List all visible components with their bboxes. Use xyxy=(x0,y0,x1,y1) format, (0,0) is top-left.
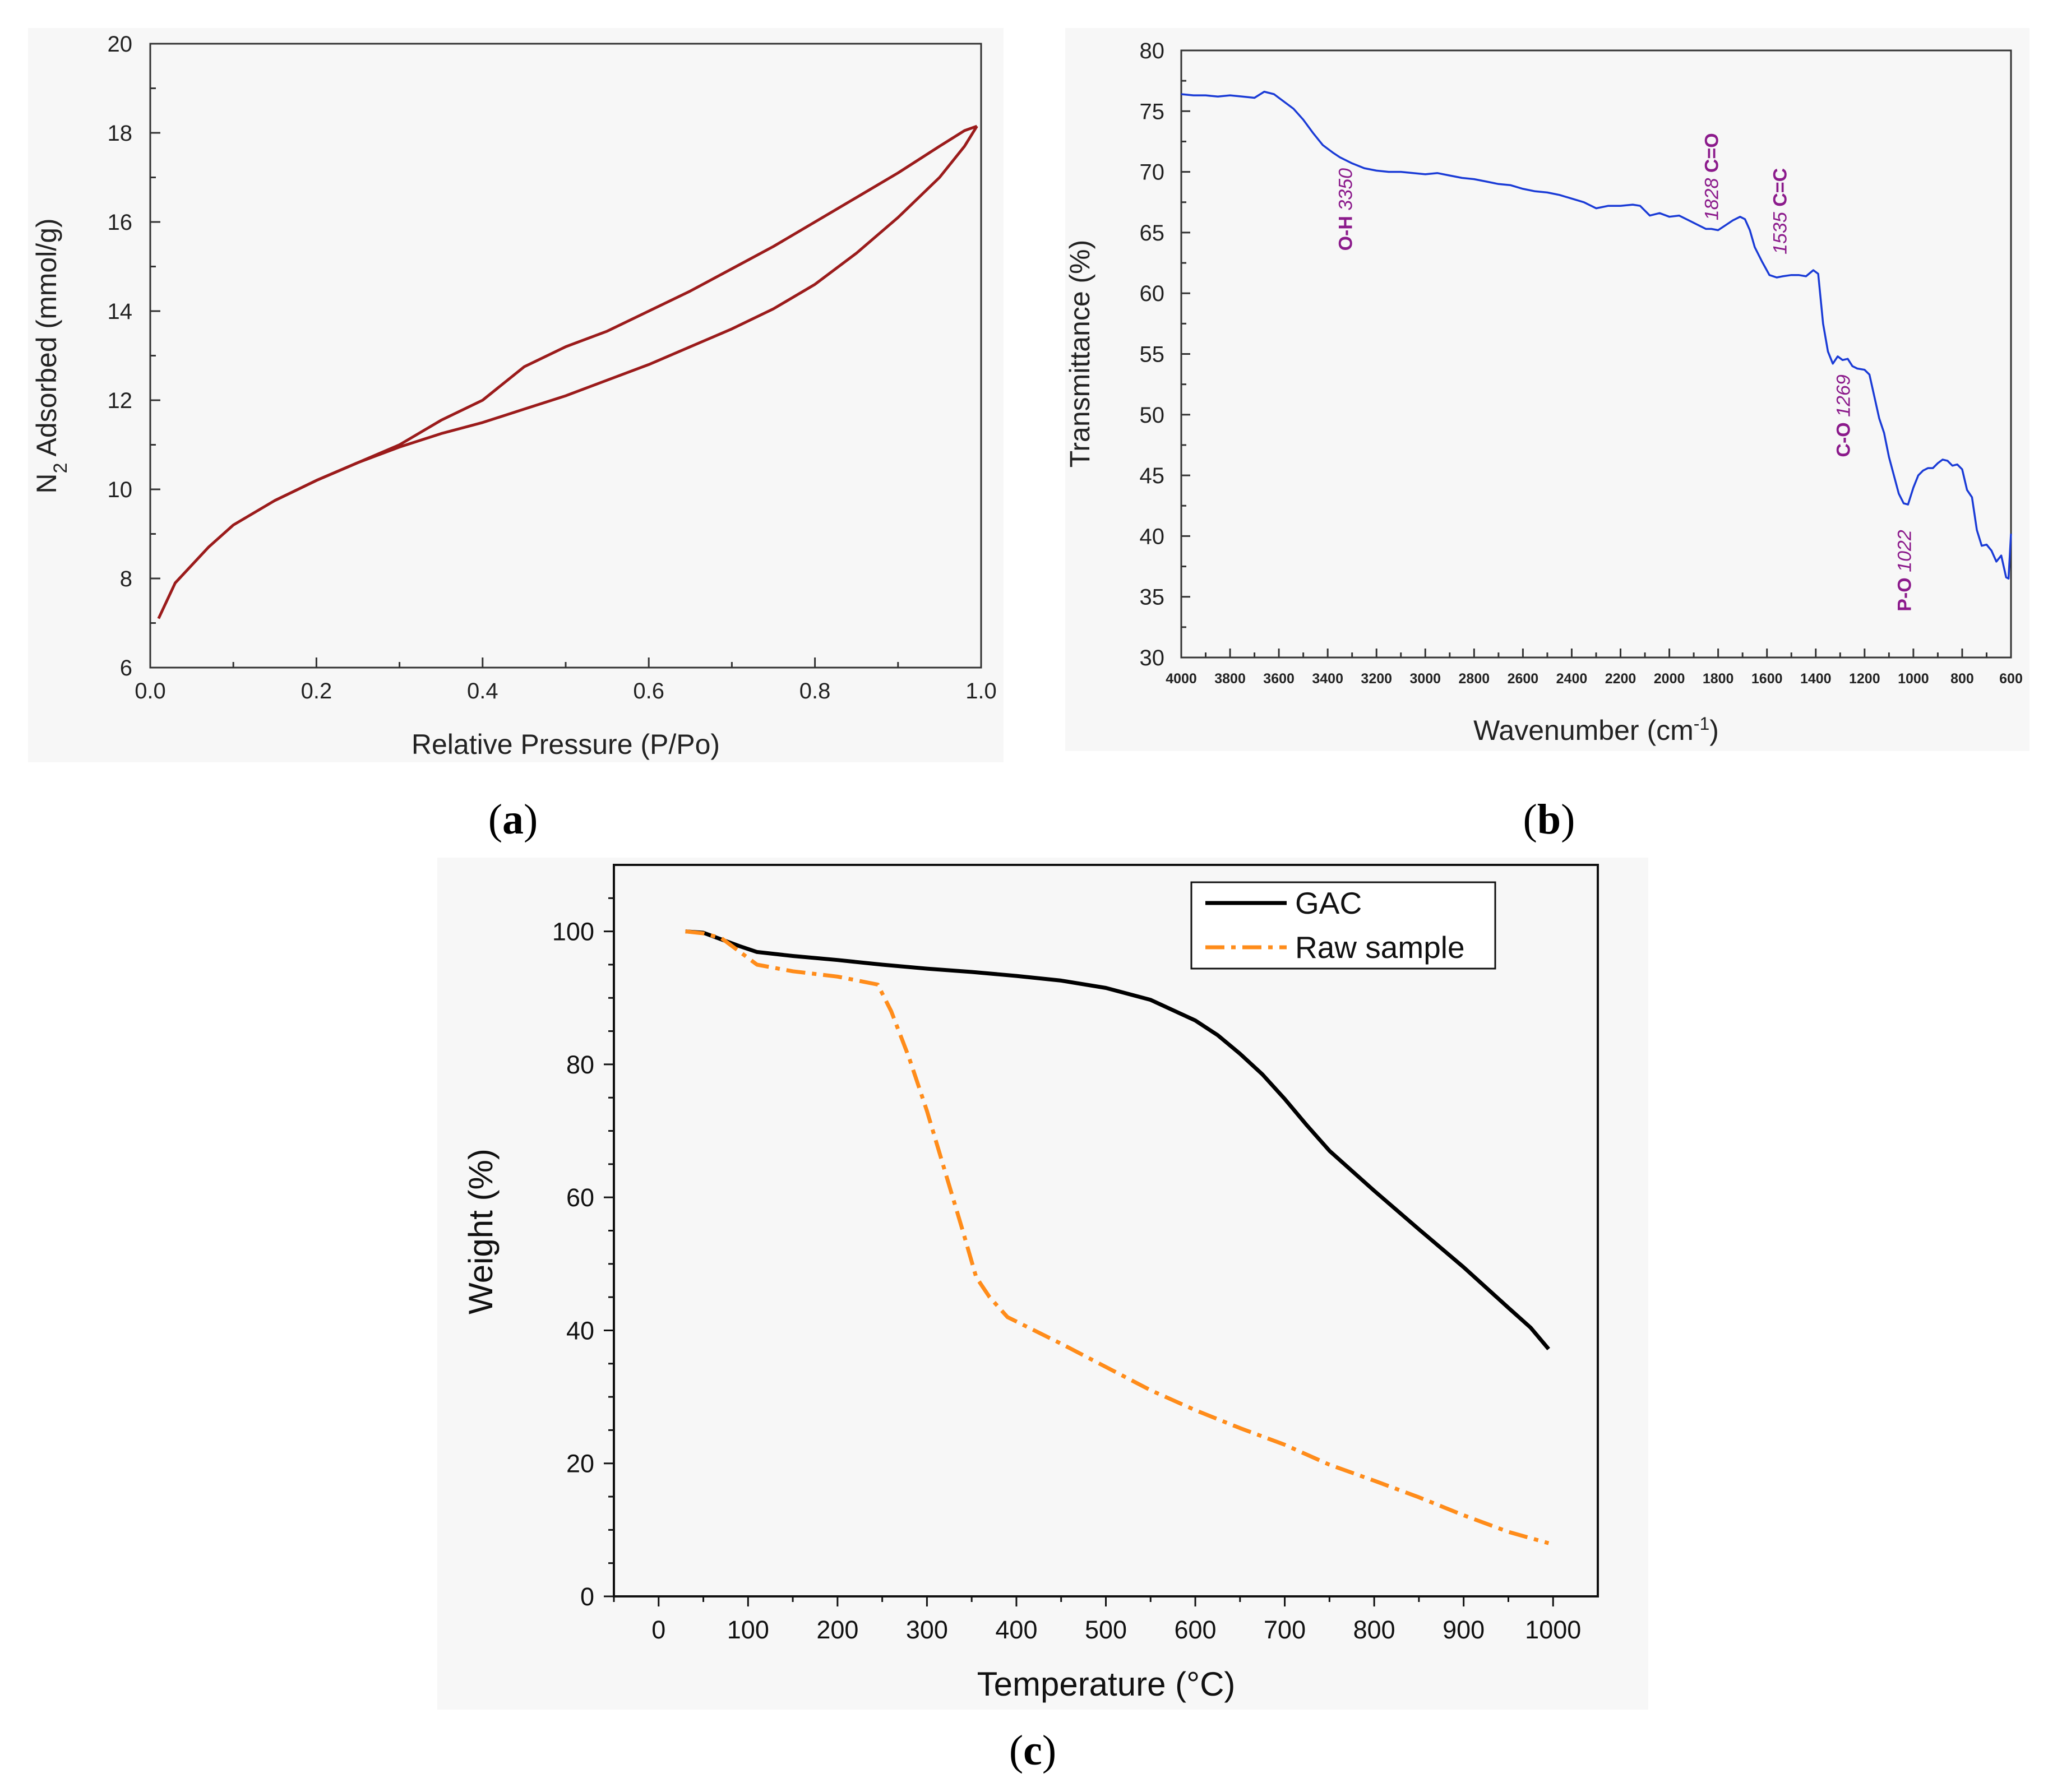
panel-b-x-tick-label: 3200 xyxy=(1361,671,1392,687)
panel-c-y-tick-label: 40 xyxy=(566,1316,594,1345)
panel-b-x-label-end: ) xyxy=(1709,715,1719,746)
panel-b-peak-annotation: O-H 3350 xyxy=(1335,168,1357,251)
panel-b-x-tick-label: 2200 xyxy=(1605,671,1636,687)
panel-c-y-tick-label: 100 xyxy=(552,918,594,946)
panel-c-x-tick-label: 900 xyxy=(1443,1615,1485,1644)
panel-a-y-tick-label: 16 xyxy=(108,210,133,235)
panel-c-label: (c) xyxy=(1009,1727,1056,1774)
panel-a-y-tick-label: 14 xyxy=(108,299,133,324)
panel-a-y-tick-label: 20 xyxy=(108,32,133,57)
panel-b-y-axis-label: Transmittance (%) xyxy=(1064,240,1095,468)
panel-b-peak-annotation: P-O 1022 xyxy=(1894,530,1916,612)
panel-c-x-tick-label: 500 xyxy=(1085,1615,1127,1644)
panel-b-y-tick-label: 60 xyxy=(1140,281,1165,306)
panel-b-x-tick-label: 3000 xyxy=(1409,671,1441,687)
panel-c-letter: c xyxy=(1023,1727,1042,1774)
panel-b-x-tick-label: 2600 xyxy=(1508,671,1539,687)
panel-b-x-tick-label: 2800 xyxy=(1459,671,1490,687)
panel-b-x-label-superscript: -1 xyxy=(1694,714,1709,734)
panel-b-y-tick-label: 80 xyxy=(1140,39,1165,63)
panel-a-x-tick-label: 1.0 xyxy=(965,679,997,703)
panel-c-x-tick-label: 1000 xyxy=(1525,1615,1581,1644)
panel-a-x-axis-label: Relative Pressure (P/Po) xyxy=(412,729,720,760)
panel-a-x-tick-label: 0.6 xyxy=(633,679,664,703)
panel-c-x-tick-label: 0 xyxy=(651,1615,665,1644)
panel-c-gac-line xyxy=(685,929,1550,1350)
panel-b-peak-annotation: 1535 C=C xyxy=(1770,168,1791,254)
legend-raw-sample-label: Raw sample xyxy=(1295,930,1465,965)
panel-c-x-tick-label: 300 xyxy=(906,1615,948,1644)
panel-b-x-tick-label: 1200 xyxy=(1849,671,1880,687)
panel-c-x-tick-label: 600 xyxy=(1174,1615,1216,1644)
panel-b-ftir-line xyxy=(1181,90,2012,580)
panel-b-x-tick-label: 2000 xyxy=(1654,671,1685,687)
panel-a-y-label-main: N xyxy=(31,474,62,494)
panel-c-x-tick-label: 200 xyxy=(816,1615,858,1644)
panel-a-x-tick-label: 0.4 xyxy=(467,679,498,703)
legend-box xyxy=(1190,881,1496,970)
panel-b-x-tick-label: 3800 xyxy=(1214,671,1246,687)
panel-a-x-tick-label: 0.2 xyxy=(301,679,332,703)
panel-b-x-tick-label: 4000 xyxy=(1166,671,1197,687)
panel-b-x-tick-label: 800 xyxy=(1950,671,1974,687)
panel-b-y-tick-label: 45 xyxy=(1140,464,1165,488)
panel-c-chart: 0 100 200 300 400 500 600 700 800 900 1000 0 20 40 60 8… xyxy=(437,858,1648,1710)
panel-b-y-tick-label: 75 xyxy=(1140,99,1165,124)
panel-b-x-tick-label: 600 xyxy=(1999,671,2023,687)
panel-a-chart: 0.0 0.2 0.4 0.6 0.8 1.0 6 8 10 12 14 16 18 20 Relativ… xyxy=(28,28,1004,762)
panel-a-y-label-rest: Adsorbed (mmol/g) xyxy=(31,218,62,462)
panel-b-label: (b) xyxy=(1523,796,1575,843)
panel-c-raw-sample-line xyxy=(685,929,1550,1545)
panel-a-y-label-subscript: 2 xyxy=(50,463,71,474)
panel-b-x-tick-label: 3400 xyxy=(1312,671,1343,687)
panel-b-y-tick-label: 50 xyxy=(1140,403,1165,428)
panel-b-y-tick-label: 30 xyxy=(1140,646,1165,670)
panel-b-y-tick-label: 40 xyxy=(1140,524,1165,549)
panel-b-y-tick-label: 35 xyxy=(1140,585,1165,610)
panel-a-x-tick-label: 0.0 xyxy=(135,679,166,703)
panel-c-y-tick-label: 80 xyxy=(566,1050,594,1079)
panel-b-peak-annotation: 1828 C=O xyxy=(1702,133,1723,220)
panel-a-y-tick-label: 12 xyxy=(108,388,133,413)
panel-b-x-tick-label: 1800 xyxy=(1703,671,1734,687)
panel-c-x-tick-label: 400 xyxy=(995,1615,1037,1644)
panel-b-x-tick-label: 1600 xyxy=(1751,671,1783,687)
panel-a-desorption-line xyxy=(274,124,978,502)
panel-c-x-tick-label: 100 xyxy=(727,1615,769,1644)
panel-b-y-tick-label: 55 xyxy=(1140,342,1165,367)
panel-b-y-tick-label: 65 xyxy=(1140,221,1165,246)
panel-b-y-tick-label: 70 xyxy=(1140,160,1165,185)
panel-a-y-tick-label: 8 xyxy=(120,567,132,591)
panel-c-x-tick-label: 800 xyxy=(1353,1615,1395,1644)
panel-c-y-tick-label: 20 xyxy=(566,1450,594,1478)
panel-a-label: (a) xyxy=(488,796,538,843)
panel-b-x-tick-label: 2400 xyxy=(1556,671,1588,687)
panel-a-y-tick-label: 10 xyxy=(108,478,133,502)
panel-b-x-label-main: Wavenumber (cm xyxy=(1473,715,1694,746)
panel-c-y-tick-label: 0 xyxy=(580,1582,594,1611)
panel-a-y-tick-label: 6 xyxy=(120,656,132,680)
panel-b-x-tick-label: 1000 xyxy=(1898,671,1929,687)
panel-a-x-tick-label: 0.8 xyxy=(799,679,831,703)
panel-a-adsorption-line xyxy=(157,125,978,619)
panel-b-x-tick-label: 1400 xyxy=(1800,671,1832,687)
panel-c-x-tick-label: 700 xyxy=(1264,1615,1306,1644)
panel-c-y-tick-label: 60 xyxy=(566,1183,594,1212)
panel-b-x-tick-label: 3600 xyxy=(1263,671,1295,687)
panel-c-y-axis-label: Weight (%) xyxy=(462,1149,500,1314)
panel-b-letter: b xyxy=(1537,796,1561,843)
panel-c-x-axis-label: Temperature (°C) xyxy=(977,1665,1236,1703)
legend-gac-label: GAC xyxy=(1295,886,1362,920)
panel-b-peak-annotation: C-O 1269 xyxy=(1833,374,1855,457)
panel-b-x-axis-label: Wavenumber (cm-1) xyxy=(1473,714,1719,746)
panel-a-letter: a xyxy=(502,796,524,843)
panel-c-legend: GAC Raw sample xyxy=(1190,881,1496,970)
panel-b-chart: 4000 3800 3600 3400 3200 3000 2800 2600 2400 2200… xyxy=(1064,28,2029,751)
panel-a-y-axis-label: N2 Adsorbed (mmol/g) xyxy=(31,218,71,493)
panel-a-y-tick-label: 18 xyxy=(108,121,133,146)
